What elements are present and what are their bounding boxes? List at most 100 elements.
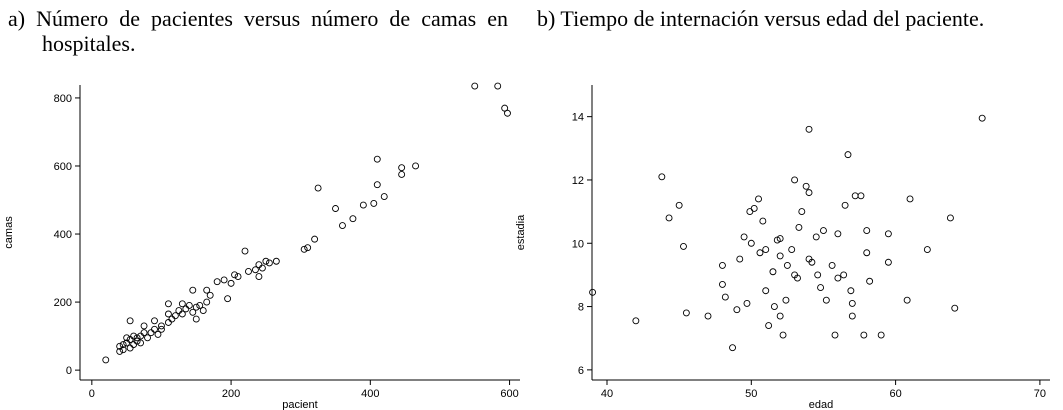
point [860, 331, 868, 339]
x-axis-label: pacient [282, 399, 317, 410]
x-tick-label: 50 [745, 388, 757, 400]
point [765, 322, 773, 330]
point [658, 173, 666, 181]
point [126, 317, 134, 325]
point [851, 192, 859, 200]
point [721, 293, 729, 301]
point [255, 261, 263, 269]
point [866, 277, 874, 285]
point [144, 334, 151, 342]
point [844, 151, 852, 159]
point [877, 331, 885, 339]
point [168, 315, 176, 323]
point [675, 201, 683, 209]
x-tick-label: 70 [1034, 388, 1046, 400]
x-tick-label: 40 [601, 388, 613, 400]
point [884, 230, 892, 238]
point [314, 184, 322, 192]
point [805, 189, 813, 197]
point [812, 233, 820, 241]
x-tick-label: 0 [89, 388, 95, 400]
point [398, 171, 406, 178]
point [164, 310, 172, 318]
point [831, 331, 839, 339]
point [123, 334, 131, 342]
point [234, 273, 242, 281]
point [791, 176, 799, 184]
point [798, 208, 806, 216]
point [192, 315, 200, 323]
point [164, 319, 172, 326]
y-axis-label: estadia [515, 214, 527, 250]
point [332, 205, 339, 212]
point [733, 306, 741, 314]
point [373, 155, 381, 163]
point [680, 242, 687, 250]
point [494, 82, 502, 90]
point [220, 276, 228, 284]
point [398, 164, 406, 172]
point [808, 258, 816, 266]
point [743, 299, 751, 307]
point [903, 296, 911, 304]
point [137, 332, 145, 340]
point [501, 104, 509, 112]
point [906, 195, 914, 203]
point [178, 300, 186, 308]
point [272, 257, 280, 265]
y-tick-label: 400 [54, 229, 72, 241]
point [224, 295, 232, 303]
point [102, 356, 110, 364]
point [182, 305, 190, 313]
point [151, 317, 158, 325]
point [857, 192, 865, 200]
point [736, 255, 744, 263]
point [196, 302, 204, 309]
point [504, 109, 511, 117]
point [805, 125, 813, 133]
point [151, 325, 158, 333]
y-tick-label: 6 [578, 365, 584, 377]
point [311, 235, 319, 243]
point [817, 284, 825, 292]
point [130, 341, 138, 349]
point [794, 274, 801, 282]
y-tick-label: 800 [54, 93, 72, 105]
point [130, 332, 138, 340]
point [779, 331, 787, 339]
point [227, 279, 235, 287]
point [776, 252, 784, 260]
point [770, 303, 778, 311]
point [349, 215, 357, 223]
point [192, 303, 200, 311]
point [304, 244, 312, 252]
caption: b) Tiempo de internación versus edad del… [537, 6, 985, 31]
point [847, 287, 855, 295]
point [718, 280, 726, 288]
point [158, 325, 165, 333]
point [203, 286, 211, 294]
point [126, 344, 134, 352]
point [828, 261, 836, 269]
point [755, 195, 762, 203]
point [359, 201, 367, 209]
point [762, 287, 770, 295]
y-tick-label: 0 [66, 365, 72, 377]
y-tick-label: 8 [578, 302, 584, 314]
point [746, 208, 754, 216]
y-tick-label: 12 [572, 175, 584, 187]
point [140, 329, 148, 337]
point [718, 261, 726, 269]
point [834, 274, 842, 282]
point [164, 300, 172, 308]
point [834, 230, 842, 238]
point [802, 182, 810, 190]
point [203, 298, 211, 306]
point [412, 162, 420, 170]
point [740, 233, 748, 241]
point [262, 257, 270, 265]
point [884, 258, 892, 266]
point [116, 347, 124, 355]
point [814, 271, 822, 279]
